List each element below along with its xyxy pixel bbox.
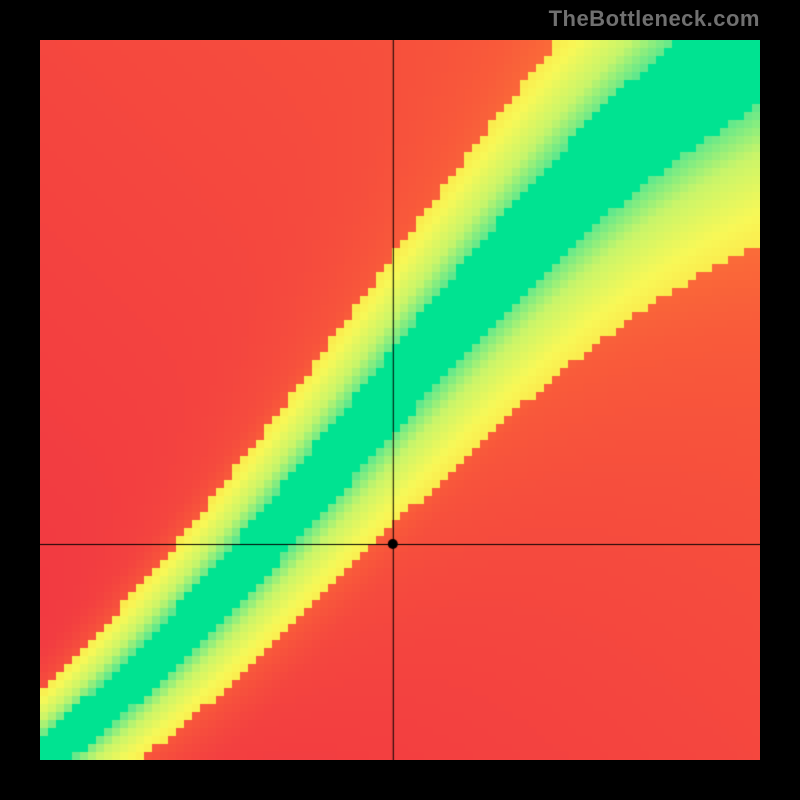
watermark-label: TheBottleneck.com — [549, 6, 760, 32]
heatmap-plot — [40, 40, 760, 760]
chart-frame: TheBottleneck.com — [0, 0, 800, 800]
heatmap-canvas — [40, 40, 760, 760]
